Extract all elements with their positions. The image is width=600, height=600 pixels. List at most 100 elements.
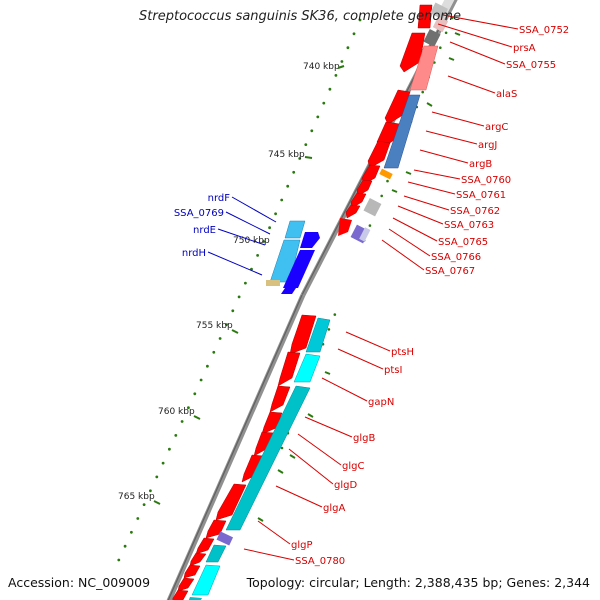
callout-line [403, 195, 450, 211]
callout-line [243, 548, 295, 561]
gene-label-ssa_0767: SSA_0767 [425, 266, 475, 277]
gene-label-argc: argC [485, 122, 508, 133]
inner-ruler-dot [380, 194, 384, 198]
callout-line [297, 433, 342, 466]
callout-line [231, 196, 277, 223]
ruler-dot [231, 309, 235, 313]
kbp-label-750: 750 kbp [233, 236, 270, 246]
ruler-dot [340, 60, 344, 63]
gene-label-alas: alaS [496, 89, 517, 100]
inner-ruler-dot [333, 313, 337, 316]
gene-label-nrdh: nrdH [182, 248, 206, 259]
gene-label-glgb: glgB [353, 433, 375, 444]
ruler-dot [358, 18, 362, 22]
gene-label-glgd: glgD [334, 480, 357, 491]
callout-line [225, 211, 271, 235]
kbp-ruler [117, 18, 362, 562]
callout-line [321, 377, 368, 402]
callout-line [407, 181, 456, 195]
gene-label-glga: glgA [323, 503, 345, 514]
gene-labels-left: nrdF SSA_0769 nrdE nrdH [174, 193, 277, 276]
callout-line [425, 130, 478, 145]
features-nrd [266, 220, 320, 294]
callout-line [304, 416, 353, 438]
callout-line [442, 14, 519, 30]
ruler-dot [316, 115, 320, 119]
ruler-dot [244, 281, 247, 285]
gene-tick [448, 57, 455, 61]
inner-ruler-dot [386, 179, 389, 183]
gene-tick [257, 517, 264, 522]
ruler-dot [168, 447, 171, 451]
gene-label-prsa: prsA [513, 43, 536, 54]
ruler-dot [123, 544, 127, 548]
kbp-label-760: 760 kbp [158, 407, 195, 417]
ruler-dot [262, 240, 265, 243]
ruler-dot [328, 87, 332, 91]
ruler-dot [237, 295, 241, 299]
ruler-dot [142, 503, 146, 506]
gene-label-nrde: nrdE [193, 225, 216, 236]
ruler-dot [218, 337, 222, 340]
callout-line [437, 23, 513, 48]
ruler-dot [161, 461, 165, 465]
gene-label-ssa_0762: SSA_0762 [450, 206, 500, 217]
kbp-label-765: 765 kbp [118, 492, 155, 502]
gene-label-argj: argJ [478, 140, 497, 151]
gene-label-ssa_0761: SSA_0761 [456, 190, 506, 201]
ruler-dot [304, 143, 308, 147]
ruler-dot [292, 170, 296, 174]
ruler-dot [117, 558, 121, 562]
callout-line [449, 41, 506, 65]
inner-ruler-dot [421, 90, 425, 94]
callout-line [447, 75, 496, 94]
inner-ruler-dot [327, 328, 331, 331]
gene-tick [454, 32, 461, 36]
kbp-label-740: 740 kbp [303, 62, 340, 72]
ruler-dot [334, 74, 338, 77]
gene-label-ssa_0765: SSA_0765 [438, 237, 488, 248]
ruler-dot [352, 32, 356, 36]
inner-ruler-dot [450, 16, 454, 20]
gene-label-ssa_0769: SSA_0769 [174, 208, 224, 219]
ruler-dot [310, 129, 314, 133]
ruler-dot [174, 434, 178, 437]
gene-label-nrdf: nrdF [208, 193, 231, 204]
callout-line [337, 348, 384, 370]
ruler-dot [130, 530, 133, 534]
gene-tick [391, 189, 398, 193]
inner-ruler-dot [368, 224, 372, 227]
backbone-lower [166, 293, 306, 600]
callout-line [288, 448, 334, 485]
callout-line [381, 239, 425, 271]
gene-label-ssa_0752: SSA_0752 [519, 25, 569, 36]
callout-line [275, 485, 323, 508]
inner-ruler-dot [444, 31, 448, 35]
callout-line [419, 149, 469, 164]
callout-line [207, 251, 263, 276]
gene-label-glgc: glgC [342, 461, 364, 472]
ruler-dot [298, 157, 302, 160]
features-lower [172, 314, 331, 600]
features-upper [338, 2, 449, 244]
ruler-dot [256, 254, 259, 257]
ruler-dot [187, 406, 190, 410]
gene-tick [289, 454, 296, 459]
callout-line [388, 228, 431, 257]
callout-line [413, 169, 461, 180]
gene-tick-markers [257, 32, 461, 522]
gene-tick [277, 469, 284, 474]
ruler-dot [193, 392, 197, 396]
ruler-dot [212, 350, 216, 354]
genome-title: Streptococcus sanguinis SK36, complete g… [139, 9, 461, 24]
gene-label-ptsh: ptsH [391, 347, 414, 358]
ruler-dot [268, 226, 271, 230]
kbp-label-745: 745 kbp [268, 150, 305, 160]
callout-line [397, 205, 444, 225]
gene-tick [405, 171, 412, 175]
ruler-dot [136, 517, 140, 520]
gene-label-argb: argB [469, 159, 492, 170]
ruler-dot [274, 212, 277, 216]
ruler-dot [180, 420, 184, 423]
inner-ruler-dot [280, 446, 284, 450]
